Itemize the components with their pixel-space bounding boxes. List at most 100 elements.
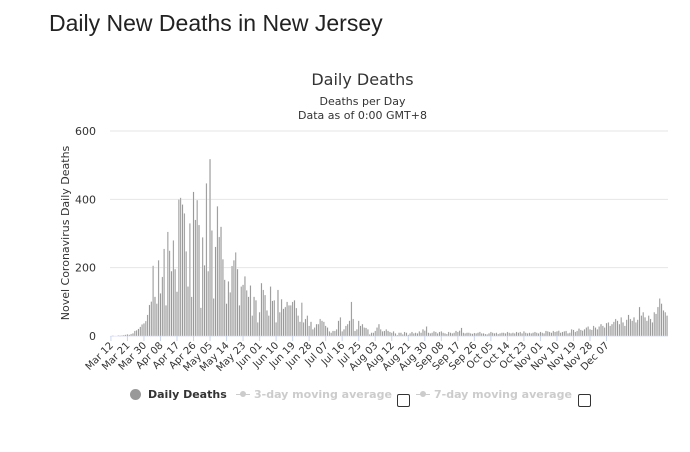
bar[interactable]: [165, 305, 167, 337]
bar[interactable]: [464, 333, 467, 337]
bar[interactable]: [277, 289, 279, 337]
bar[interactable]: [596, 329, 599, 337]
bar[interactable]: [176, 291, 178, 337]
bar[interactable]: [528, 332, 531, 337]
bar[interactable]: [484, 333, 487, 337]
bar[interactable]: [664, 311, 667, 337]
bar[interactable]: [396, 334, 399, 337]
bar[interactable]: [420, 332, 422, 337]
bar[interactable]: [466, 332, 468, 337]
bar[interactable]: [570, 329, 573, 337]
bar[interactable]: [434, 331, 437, 337]
bar[interactable]: [207, 270, 210, 337]
bar[interactable]: [508, 332, 511, 337]
bar[interactable]: [201, 237, 204, 337]
bar[interactable]: [581, 330, 584, 337]
bar[interactable]: [618, 323, 621, 337]
bar[interactable]: [128, 334, 131, 337]
bar[interactable]: [445, 333, 448, 337]
bar[interactable]: [433, 331, 435, 337]
bar[interactable]: [640, 315, 643, 337]
bar[interactable]: [515, 331, 518, 337]
bar[interactable]: [337, 320, 340, 337]
bar[interactable]: [310, 321, 312, 337]
bar[interactable]: [216, 206, 219, 337]
bar[interactable]: [444, 333, 446, 337]
bar[interactable]: [613, 321, 615, 337]
bar[interactable]: [389, 331, 391, 337]
bar[interactable]: [563, 331, 566, 337]
bar[interactable]: [436, 333, 439, 337]
bar[interactable]: [442, 332, 445, 337]
bar[interactable]: [370, 332, 373, 337]
bar[interactable]: [381, 331, 384, 337]
bar[interactable]: [387, 330, 389, 337]
bar[interactable]: [203, 265, 206, 337]
bar[interactable]: [264, 294, 266, 337]
bar[interactable]: [245, 290, 248, 337]
bar[interactable]: [644, 317, 646, 337]
bar[interactable]: [510, 333, 512, 337]
bar[interactable]: [607, 322, 610, 337]
bar[interactable]: [326, 327, 329, 337]
bar[interactable]: [401, 334, 404, 337]
bar[interactable]: [284, 306, 287, 337]
bar[interactable]: [519, 331, 522, 337]
bar[interactable]: [348, 320, 351, 337]
bar[interactable]: [513, 333, 516, 337]
bar[interactable]: [629, 318, 632, 337]
bar[interactable]: [177, 199, 180, 337]
bar[interactable]: [587, 326, 590, 337]
bar[interactable]: [429, 333, 432, 337]
bar[interactable]: [559, 332, 562, 337]
bar[interactable]: [159, 293, 162, 337]
bar[interactable]: [557, 330, 560, 337]
bar[interactable]: [352, 318, 355, 337]
bar[interactable]: [660, 303, 663, 337]
bar[interactable]: [359, 325, 362, 337]
bar[interactable]: [357, 320, 360, 337]
bar[interactable]: [163, 248, 165, 337]
bar[interactable]: [499, 333, 501, 337]
bar[interactable]: [462, 332, 465, 337]
bar[interactable]: [365, 327, 367, 337]
bar[interactable]: [385, 329, 388, 337]
bar[interactable]: [198, 224, 200, 337]
3day-average-checkbox[interactable]: [397, 394, 410, 407]
bar[interactable]: [247, 296, 250, 337]
bar[interactable]: [258, 311, 261, 337]
bar[interactable]: [194, 219, 197, 337]
bar[interactable]: [214, 246, 217, 337]
bar[interactable]: [572, 329, 575, 337]
bar[interactable]: [605, 322, 608, 337]
bar[interactable]: [269, 286, 272, 337]
bar[interactable]: [535, 332, 538, 337]
bar[interactable]: [490, 331, 492, 337]
bar[interactable]: [427, 332, 430, 337]
bar[interactable]: [537, 333, 540, 337]
bar[interactable]: [275, 322, 277, 337]
bar[interactable]: [291, 301, 294, 337]
bar[interactable]: [299, 321, 301, 337]
bar[interactable]: [666, 315, 668, 337]
bar[interactable]: [262, 289, 265, 337]
bar[interactable]: [166, 231, 169, 337]
bar[interactable]: [458, 330, 461, 337]
bar[interactable]: [512, 332, 514, 337]
bar[interactable]: [315, 323, 318, 337]
bar[interactable]: [412, 333, 415, 337]
bar[interactable]: [517, 332, 520, 337]
bar[interactable]: [289, 305, 292, 337]
bar[interactable]: [332, 330, 334, 337]
bar[interactable]: [225, 303, 228, 337]
bar[interactable]: [126, 334, 129, 337]
bar[interactable]: [341, 331, 344, 337]
bar[interactable]: [157, 259, 160, 337]
bar[interactable]: [229, 292, 232, 337]
bar[interactable]: [603, 327, 606, 337]
bar[interactable]: [583, 329, 586, 337]
bar[interactable]: [488, 333, 490, 337]
bar[interactable]: [273, 299, 276, 337]
bar[interactable]: [521, 333, 523, 337]
bar[interactable]: [556, 331, 558, 337]
